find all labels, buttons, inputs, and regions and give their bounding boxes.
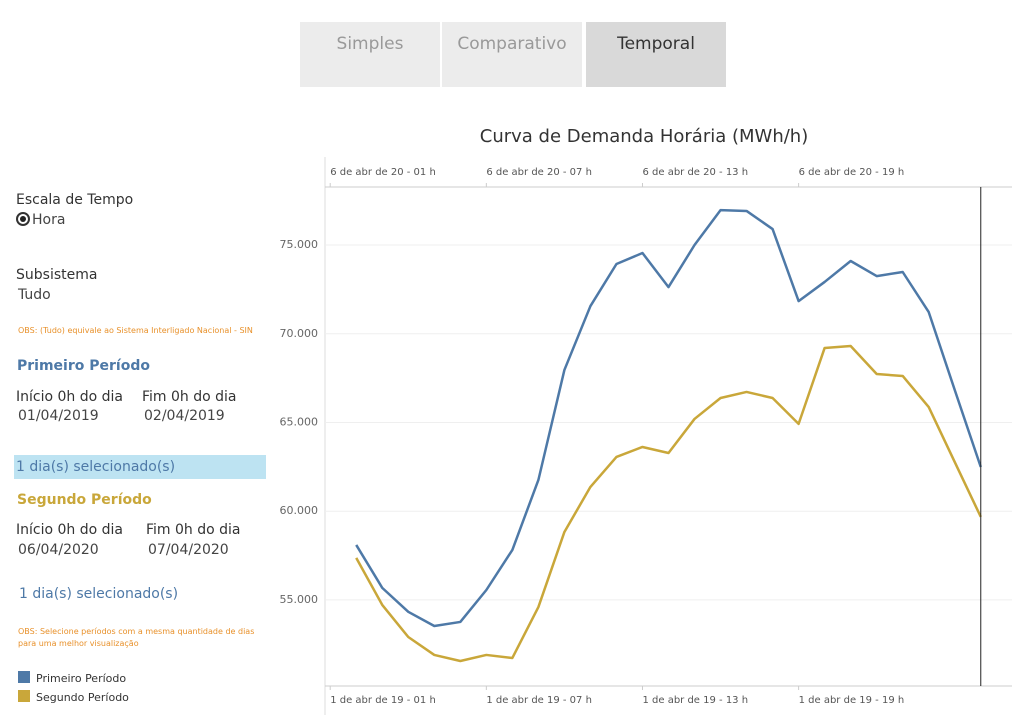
date-input[interactable]: 01/04/2019 bbox=[18, 408, 99, 424]
y-tick-label: 70.000 bbox=[280, 327, 319, 340]
label: Fim 0h do dia bbox=[142, 389, 237, 405]
x2-tick-label: 6 de abr de 20 - 01 h bbox=[330, 167, 436, 178]
y-tick-label: 55.000 bbox=[280, 593, 319, 606]
x-tick-label: 1 de abr de 19 - 13 h bbox=[642, 695, 748, 706]
tab[interactable]: Temporal bbox=[586, 22, 726, 87]
y-tick-label: 60.000 bbox=[280, 504, 319, 517]
label: Fim 0h do dia bbox=[146, 522, 241, 538]
x-tick-label: 1 de abr de 19 - 01 h bbox=[330, 695, 436, 706]
radio[interactable] bbox=[16, 212, 30, 226]
tab[interactable]: Comparativo bbox=[442, 22, 582, 87]
x2-tick-label: 6 de abr de 20 - 19 h bbox=[799, 167, 905, 178]
legend-text: Segundo Período bbox=[36, 691, 129, 704]
x-tick-label: 1 de abr de 19 - 07 h bbox=[486, 695, 592, 706]
option-text: Hora bbox=[32, 212, 66, 228]
y-tick-label: 75.000 bbox=[280, 238, 319, 251]
legend-swatch bbox=[18, 671, 30, 683]
section-title: Primeiro Período bbox=[17, 358, 150, 374]
tab[interactable]: Simples bbox=[300, 22, 440, 87]
y-tick-label: 65.000 bbox=[280, 415, 319, 428]
note: OBS: (Tudo) equivale ao Sistema Interlig… bbox=[18, 326, 253, 335]
chart-title: Curva de Demanda Horária (MWh/h) bbox=[480, 126, 808, 147]
note: OBS: Selecione períodos com a mesma quan… bbox=[18, 627, 255, 648]
dropdown[interactable]: Tudo bbox=[18, 287, 51, 303]
date-input[interactable]: 07/04/2020 bbox=[148, 542, 229, 558]
label: Início 0h do dia bbox=[16, 389, 123, 405]
selection-info: 1 dia(s) selecionado(s) bbox=[19, 586, 179, 602]
x-tick-label: 1 de abr de 19 - 19 h bbox=[799, 695, 905, 706]
selection-info: 1 dia(s) selecionado(s) bbox=[14, 455, 266, 479]
legend-swatch bbox=[18, 690, 30, 702]
label: Escala de Tempo bbox=[16, 192, 134, 208]
x2-tick-label: 6 de abr de 20 - 07 h bbox=[486, 167, 592, 178]
series-line bbox=[355, 344, 982, 663]
legend-item: Segundo Período bbox=[18, 690, 129, 704]
date-input[interactable]: 02/04/2019 bbox=[144, 408, 225, 424]
legend-text: Primeiro Período bbox=[36, 672, 127, 685]
radio-option[interactable]: Hora bbox=[16, 212, 65, 228]
date-input[interactable]: 06/04/2020 bbox=[18, 542, 99, 558]
series-line bbox=[355, 208, 982, 628]
label: Início 0h do dia bbox=[16, 522, 123, 538]
x2-tick-label: 6 de abr de 20 - 13 h bbox=[642, 167, 748, 178]
legend-item: Primeiro Período bbox=[18, 671, 126, 685]
label: Subsistema bbox=[16, 267, 98, 283]
section-title: Segundo Período bbox=[17, 492, 152, 508]
